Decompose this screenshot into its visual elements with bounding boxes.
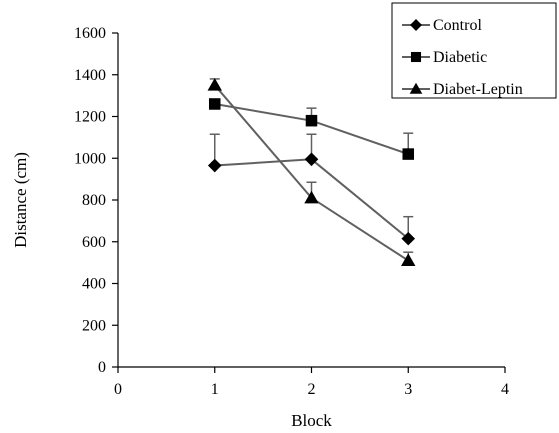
legend: Control Diabetic Diabet-Leptin bbox=[391, 2, 557, 99]
y-tick-label: 400 bbox=[82, 276, 106, 293]
y-tick-label: 800 bbox=[82, 192, 106, 209]
legend-marker bbox=[410, 51, 422, 63]
data-point bbox=[207, 77, 222, 91]
legend-label: Control bbox=[433, 17, 482, 34]
y-tick-label: 1000 bbox=[74, 150, 106, 167]
data-point bbox=[305, 114, 318, 127]
series-diabetic bbox=[208, 98, 415, 160]
data-point bbox=[304, 152, 319, 167]
legend-marker bbox=[410, 19, 422, 31]
series-diabet-leptin bbox=[207, 77, 416, 266]
y-ticks: 0 200 400 600 800 1000 1200 1400 1600 bbox=[74, 25, 118, 376]
x-tick-label: 3 bbox=[404, 381, 412, 398]
series-layer bbox=[207, 77, 416, 266]
x-tick-label: 1 bbox=[211, 381, 219, 398]
data-point bbox=[401, 253, 416, 266]
x-tick-label: 4 bbox=[501, 381, 509, 398]
y-tick-label: 200 bbox=[82, 317, 106, 334]
y-axis-label: Distance (cm) bbox=[11, 152, 30, 248]
y-tick-label: 1200 bbox=[74, 109, 106, 126]
y-tick-label: 0 bbox=[98, 359, 106, 376]
series-control bbox=[207, 133, 416, 246]
data-point bbox=[401, 231, 416, 246]
x-axis-label: Block bbox=[291, 411, 332, 430]
y-tick-label: 1600 bbox=[74, 25, 106, 42]
legend-label: Diabet-Leptin bbox=[433, 81, 523, 98]
y-tick-label: 1400 bbox=[74, 67, 106, 84]
data-point bbox=[208, 98, 221, 110]
legend-label: Diabetic bbox=[433, 49, 487, 66]
y-tick-label: 600 bbox=[82, 234, 106, 251]
legend-marker bbox=[409, 82, 423, 94]
data-point bbox=[402, 148, 415, 160]
legend-box bbox=[391, 2, 557, 99]
x-ticks: 0 1 2 3 4 bbox=[114, 367, 509, 398]
data-point bbox=[304, 190, 319, 204]
x-tick-label: 2 bbox=[308, 381, 316, 398]
data-point bbox=[207, 158, 222, 173]
x-tick-label: 0 bbox=[114, 381, 122, 398]
